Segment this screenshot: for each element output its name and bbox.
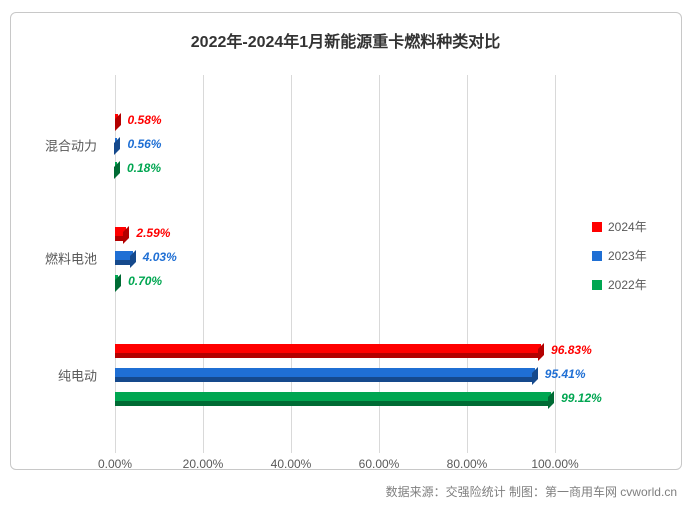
x-tick-label: 40.00%: [271, 457, 312, 471]
credit-text: 数据来源：交强险统计 制图：第一商用车网 cvworld.cn: [386, 483, 677, 500]
plot-area: 0.58%0.56%0.18%2.59%4.03%0.70%96.83%95.4…: [115, 75, 555, 453]
bar-bev-y2024: [115, 344, 541, 358]
value-label: 99.12%: [561, 391, 602, 405]
bar-fuelcell-y2024: [115, 227, 126, 241]
value-label: 0.70%: [128, 274, 162, 288]
chart-title: 2022年-2024年1月新能源重卡燃料种类对比: [0, 28, 691, 52]
x-tick-label: 0.00%: [98, 457, 132, 471]
legend-label: 2022年: [608, 276, 647, 293]
bar-bev-y2023: [115, 368, 535, 382]
value-label: 96.83%: [551, 343, 592, 357]
x-tick-label: 100.00%: [531, 457, 578, 471]
x-tick-label: 60.00%: [359, 457, 400, 471]
legend-item-y2023: 2023年: [592, 247, 647, 264]
legend-swatch: [592, 251, 602, 261]
x-tick-label: 80.00%: [447, 457, 488, 471]
category-label: 纯电动: [0, 366, 97, 385]
legend: 2024年 2023年 2022年: [592, 218, 647, 293]
bar-hybrid-y2023: [115, 138, 117, 152]
bar-hybrid-y2024: [115, 114, 118, 128]
gridline: [555, 75, 556, 453]
value-label: 2.59%: [136, 226, 170, 240]
value-label: 0.58%: [128, 113, 162, 127]
legend-swatch: [592, 280, 602, 290]
bar-hybrid-y2022: [115, 162, 117, 176]
x-tick-label: 20.00%: [183, 457, 224, 471]
legend-label: 2024年: [608, 218, 647, 235]
value-label: 0.18%: [127, 161, 161, 175]
legend-swatch: [592, 222, 602, 232]
category-label: 混合动力: [0, 136, 97, 155]
chart-frame: 2022年-2024年1月新能源重卡燃料种类对比 0.58% 0.56% 0.18%…: [0, 0, 691, 512]
bar-fuelcell-y2022: [115, 275, 118, 289]
legend-item-y2024: 2024年: [592, 218, 647, 235]
value-label: 95.41%: [545, 367, 586, 381]
bar-fuelcell-y2023: [115, 251, 133, 265]
legend-label: 2023年: [608, 247, 647, 264]
legend-item-y2022: 2022年: [592, 276, 647, 293]
value-label: 4.03%: [143, 250, 177, 264]
bar-bev-y2022: [115, 392, 551, 406]
category-label: 燃料电池: [0, 249, 97, 268]
value-label: 0.56%: [127, 137, 161, 151]
